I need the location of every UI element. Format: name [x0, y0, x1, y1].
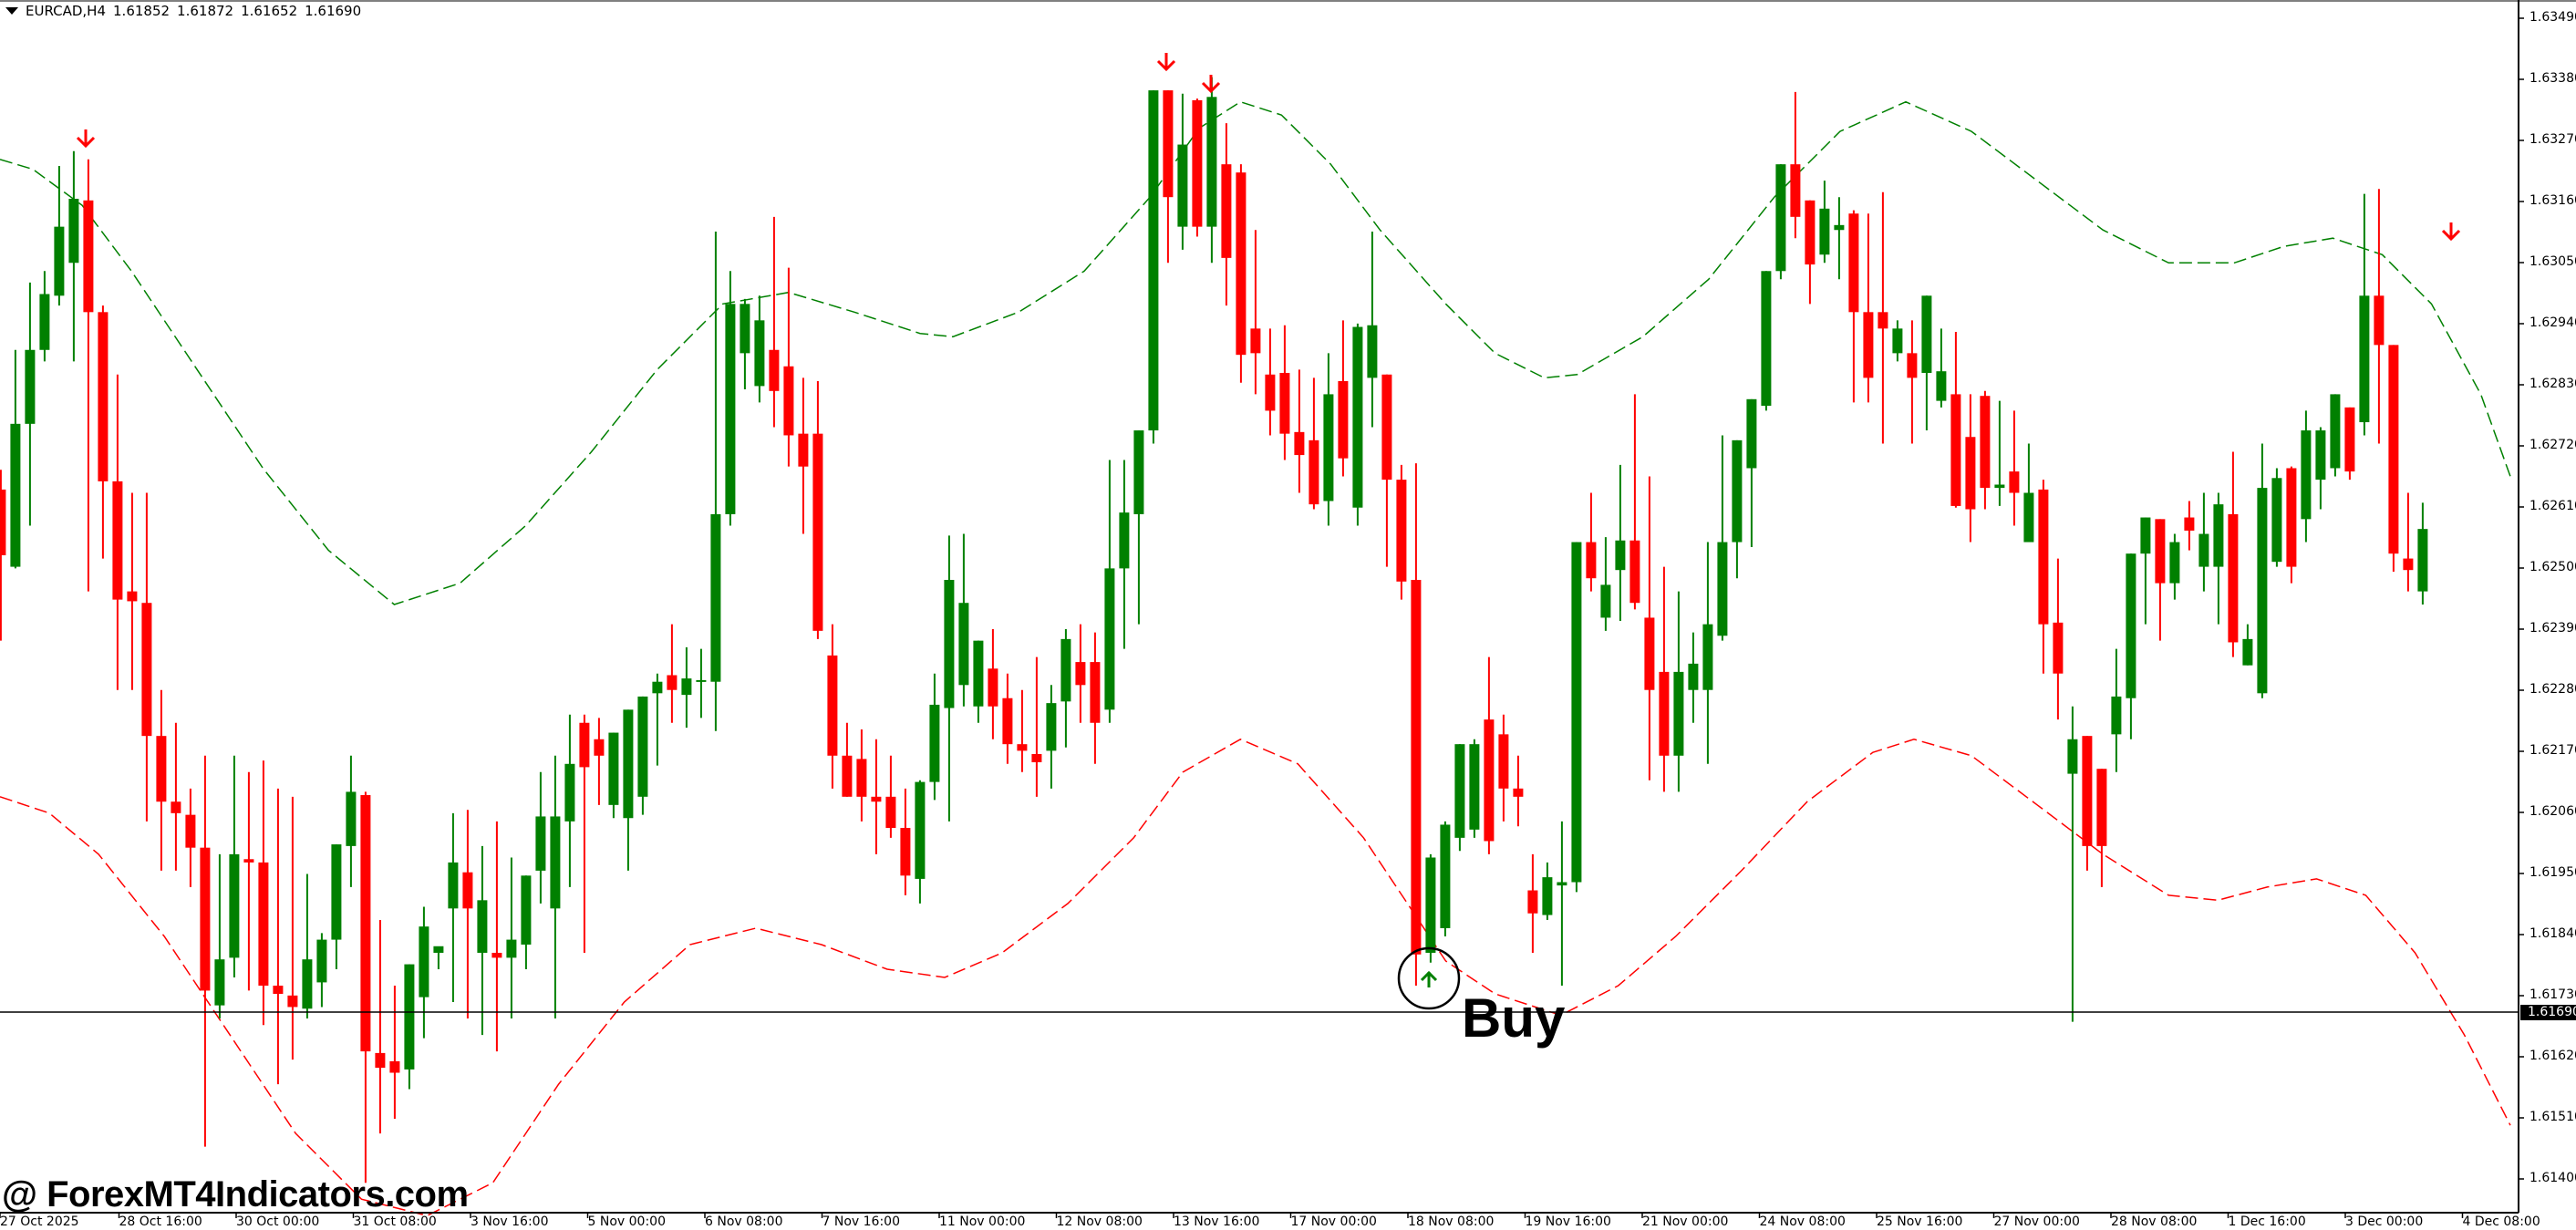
price-tick-label: 1.62720 [2529, 438, 2576, 452]
price-tick-label: 1.62940 [2529, 315, 2576, 330]
ohlc-close: 1.61690 [305, 3, 362, 19]
watermark: @ ForexMT4Indicators.com [2, 1174, 469, 1214]
time-tick-label: 30 Oct 00:00 [236, 1214, 320, 1229]
time-tick-label: 31 Oct 08:00 [353, 1214, 437, 1229]
price-tick-label: 1.63270 [2529, 132, 2576, 147]
chart-header: EURCAD,H4 1.61852 1.61872 1.61652 1.6169… [5, 3, 361, 19]
time-tick-label: 3 Dec 00:00 [2345, 1214, 2424, 1229]
signal-arrows [76, 53, 2461, 987]
buy-signal-circle [1397, 946, 1461, 1010]
price-tick-label: 1.62830 [2529, 377, 2576, 391]
price-tick-label: 1.62500 [2529, 560, 2576, 574]
time-tick-label: 25 Nov 16:00 [1877, 1214, 1963, 1229]
time-tick-label: 4 Dec 08:00 [2462, 1214, 2540, 1229]
price-tick-label: 1.63160 [2529, 193, 2576, 208]
time-tick-label: 18 Nov 08:00 [1408, 1214, 1495, 1229]
price-tick-label: 1.62280 [2529, 682, 2576, 697]
price-tick-label: 1.61950 [2529, 865, 2576, 880]
ohlc-open: 1.61852 [113, 3, 171, 19]
time-tick-label: 12 Nov 08:00 [1056, 1214, 1143, 1229]
symbol-label: EURCAD,H4 [26, 3, 107, 19]
price-tick-label: 1.62610 [2529, 499, 2576, 513]
candles [0, 77, 2428, 1183]
price-tick-label: 1.62390 [2529, 621, 2576, 636]
time-tick-label: 28 Nov 08:00 [2111, 1214, 2198, 1229]
price-tick-label: 1.61730 [2529, 987, 2576, 1002]
ohlc-low: 1.61652 [241, 3, 298, 19]
price-tick-label: 1.61510 [2529, 1110, 2576, 1124]
current-price-badge: 1.61690 [2520, 1005, 2576, 1020]
time-tick-label: 7 Nov 16:00 [822, 1214, 900, 1229]
time-tick-label: 6 Nov 08:00 [705, 1214, 783, 1229]
price-tick-label: 1.63490 [2529, 10, 2576, 25]
time-tick-label: 3 Nov 16:00 [471, 1214, 549, 1229]
time-tick-label: 17 Nov 00:00 [1290, 1214, 1377, 1229]
time-tick-label: 5 Nov 00:00 [587, 1214, 666, 1229]
price-tick-label: 1.61840 [2529, 926, 2576, 941]
time-tick-label: 27 Nov 00:00 [1993, 1214, 2080, 1229]
price-tick-label: 1.63380 [2529, 71, 2576, 86]
time-tick-label: 19 Nov 16:00 [1525, 1214, 1611, 1229]
price-tick-label: 1.61620 [2529, 1049, 2576, 1063]
price-tick-label: 1.62060 [2529, 804, 2576, 819]
time-tick-label: 13 Nov 16:00 [1174, 1214, 1260, 1229]
price-tick-label: 1.61400 [2529, 1171, 2576, 1185]
price-tick-label: 1.62170 [2529, 743, 2576, 758]
time-tick-label: 27 Oct 2025 [0, 1214, 79, 1229]
envelope-bands [0, 100, 2511, 1217]
buy-signal-label: Buy [1462, 987, 1566, 1049]
time-tick-label: 24 Nov 08:00 [1759, 1214, 1846, 1229]
ohlc-high: 1.61872 [177, 3, 234, 19]
price-tick-label: 1.63050 [2529, 254, 2576, 269]
axis-ticks [0, 17, 2524, 1218]
time-tick-label: 21 Nov 00:00 [1642, 1214, 1729, 1229]
time-tick-label: 1 Dec 16:00 [2228, 1214, 2306, 1229]
triangle-down-icon[interactable] [5, 7, 18, 15]
time-tick-label: 11 Nov 00:00 [939, 1214, 1026, 1229]
time-tick-label: 28 Oct 16:00 [119, 1214, 202, 1229]
